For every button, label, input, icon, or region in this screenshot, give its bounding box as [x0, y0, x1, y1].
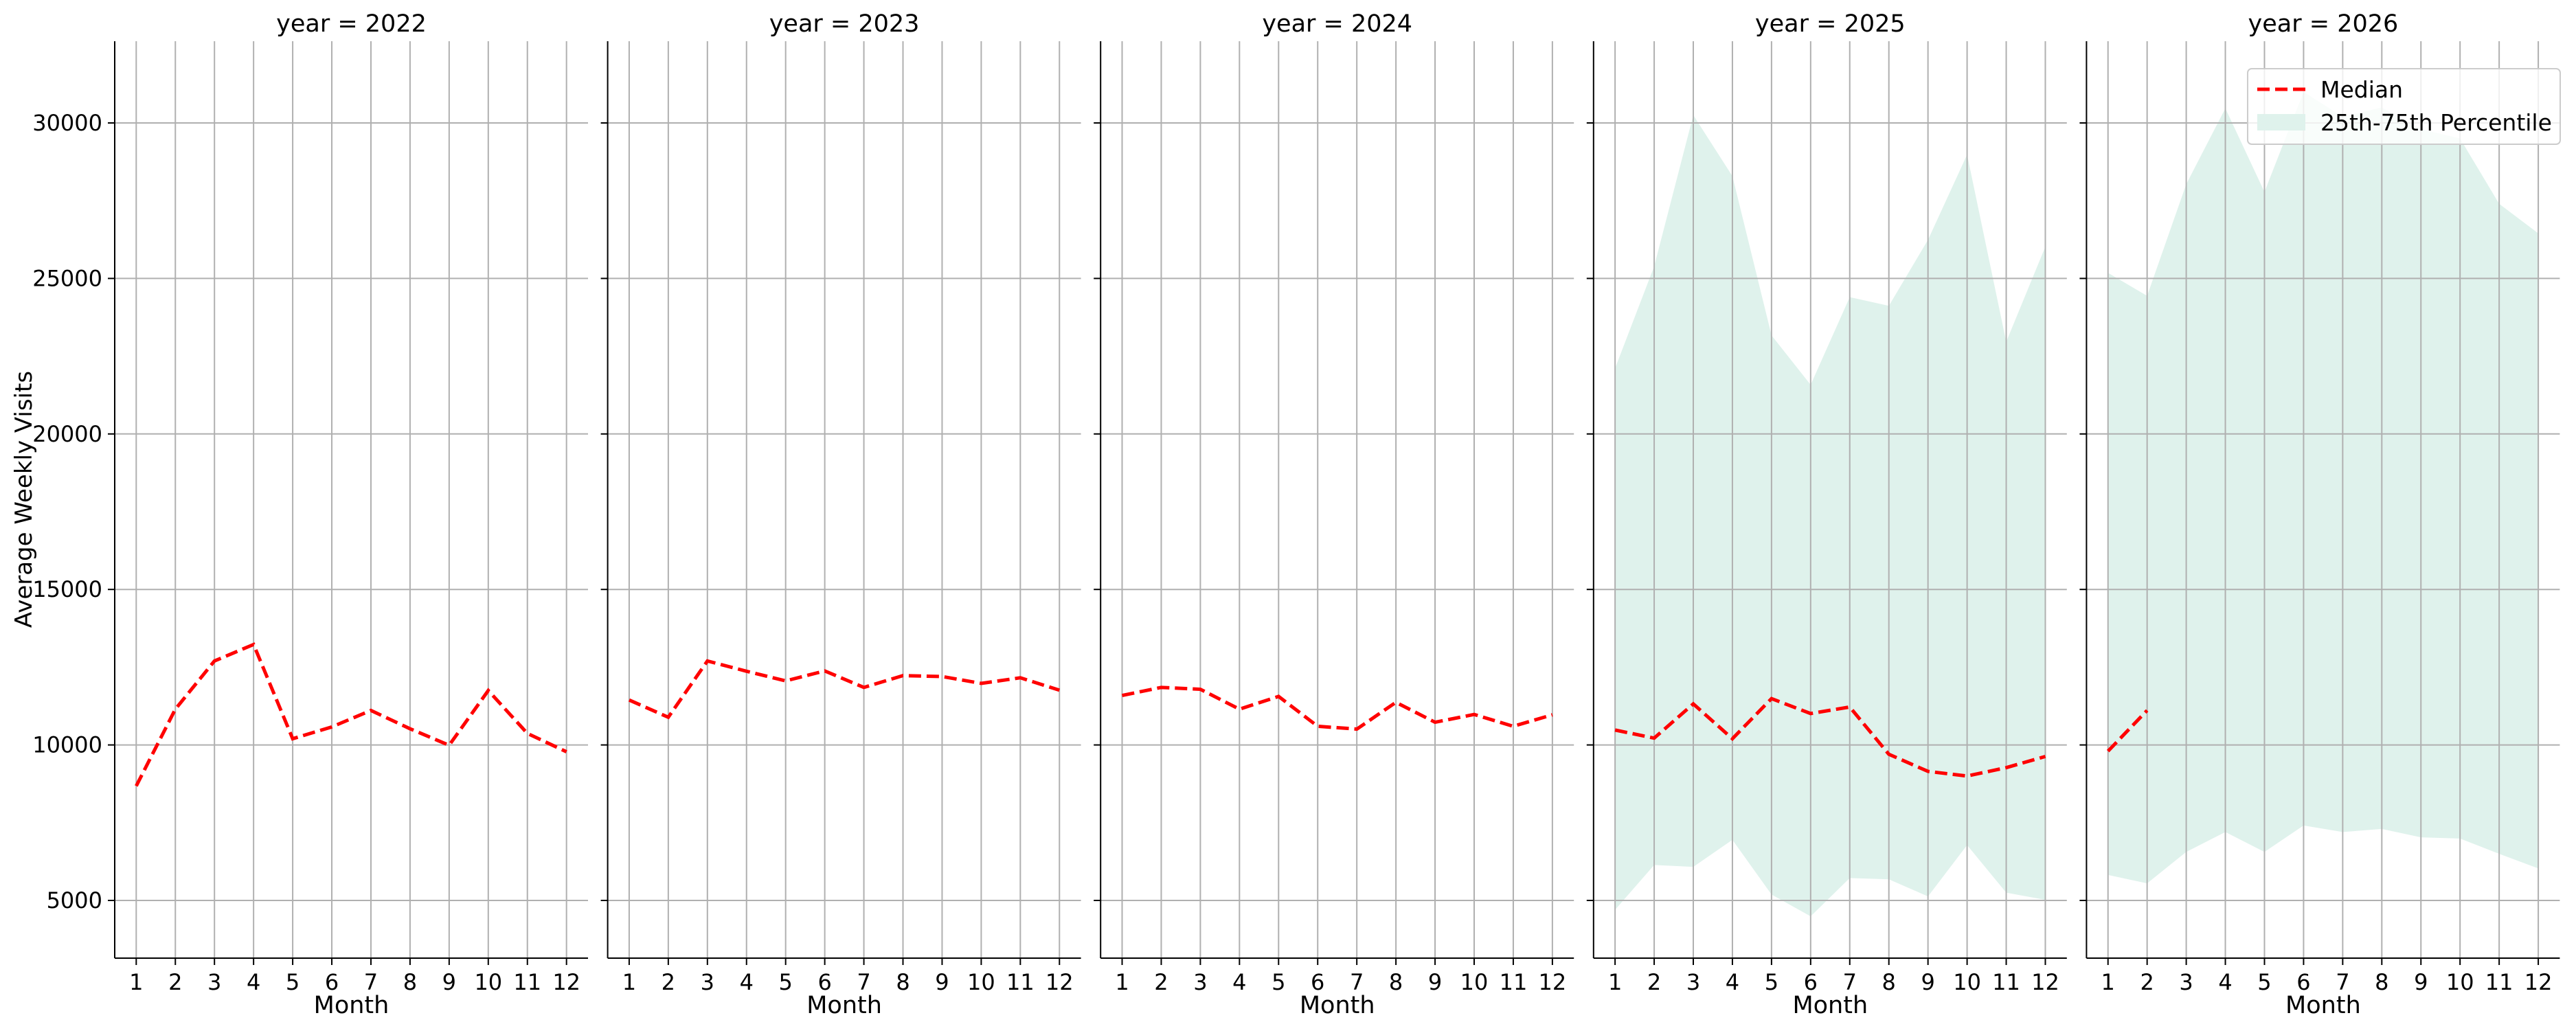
x-axis-label: Month — [2285, 992, 2361, 1019]
x-tick-label: 4 — [247, 969, 260, 995]
x-tick-label: 3 — [1193, 969, 1207, 995]
y-tick-label: 25000 — [32, 265, 102, 291]
median-line — [1614, 696, 2046, 778]
x-tick-label: 1 — [129, 969, 143, 995]
x-tick-label: 3 — [701, 969, 714, 995]
x-tick-label: 9 — [1921, 969, 1934, 995]
legend-box — [2247, 68, 2561, 145]
x-tick-label: 4 — [740, 969, 754, 995]
panel-title: year = 2025 — [1755, 10, 1906, 38]
x-tick-label: 9 — [2414, 969, 2428, 995]
x-tick-label: 2 — [662, 969, 675, 995]
panel-2022: 1 2 3 4 5 6 7 8 9 10 11 125000100001500020000250003… — [32, 10, 588, 1019]
panel-title: year = 2022 — [276, 10, 427, 38]
x-tick-label: 7 — [2336, 969, 2349, 995]
x-tick-label: 3 — [1686, 969, 1700, 995]
legend-median-label: Median — [2320, 76, 2403, 103]
y-tick-label: 30000 — [32, 110, 102, 136]
panel-title: year = 2024 — [1262, 10, 1412, 38]
x-tick-label: 6 — [1804, 969, 1818, 995]
x-tick-label: 10 — [474, 969, 502, 995]
x-tick-label: 4 — [1726, 969, 1739, 995]
x-tick-label: 8 — [1389, 969, 1403, 995]
y-tick-label: 20000 — [32, 421, 102, 447]
median-line — [628, 659, 1061, 720]
x-tick-label: 2 — [168, 969, 182, 995]
y-tick-label: 15000 — [32, 576, 102, 602]
legend-band-label: 25th-75th Percentile — [2320, 109, 2552, 136]
x-tick-label: 12 — [1046, 969, 1074, 995]
x-tick-label: 12 — [1539, 969, 1567, 995]
x-tick-label: 8 — [2375, 969, 2388, 995]
x-axis-label: Month — [1792, 992, 1868, 1019]
x-tick-label: 2 — [1154, 969, 1168, 995]
x-tick-label: 1 — [1608, 969, 1622, 995]
panel-title: year = 2023 — [769, 10, 920, 38]
x-tick-label: 3 — [2179, 969, 2193, 995]
x-tick-label: 1 — [1115, 969, 1129, 995]
x-tick-label: 6 — [2296, 969, 2310, 995]
x-tick-label: 11 — [1006, 969, 1035, 995]
x-tick-label: 5 — [779, 969, 793, 995]
x-tick-label: 10 — [2446, 969, 2474, 995]
x-tick-label: 2 — [2140, 969, 2154, 995]
legend: Median 25th-75th Percentile — [2247, 68, 2561, 145]
percentile-band — [2108, 91, 2539, 884]
x-tick-label: 8 — [896, 969, 909, 995]
x-tick-label: 12 — [552, 969, 580, 995]
x-tick-label: 7 — [857, 969, 870, 995]
x-tick-label: 1 — [622, 969, 636, 995]
x-tick-label: 9 — [1428, 969, 1442, 995]
x-tick-label: 6 — [817, 969, 831, 995]
x-tick-label: 12 — [2031, 969, 2059, 995]
x-tick-label: 5 — [2257, 969, 2271, 995]
x-tick-label: 4 — [2218, 969, 2232, 995]
x-tick-label: 12 — [2524, 969, 2553, 995]
x-tick-label: 3 — [207, 969, 221, 995]
percentile-band — [1615, 115, 2046, 917]
x-tick-label: 10 — [967, 969, 995, 995]
x-tick-label: 9 — [442, 969, 456, 995]
legend-band-swatch — [2257, 114, 2305, 130]
median-line — [1122, 685, 1553, 731]
median-line — [2106, 709, 2149, 753]
x-tick-label: 4 — [1232, 969, 1246, 995]
x-tick-label: 1 — [2101, 969, 2115, 995]
y-tick-label: 5000 — [47, 887, 102, 913]
x-axis-label: Month — [1300, 992, 1375, 1019]
x-tick-label: 7 — [364, 969, 378, 995]
y-tick-label: 10000 — [32, 732, 102, 758]
x-tick-label: 7 — [1350, 969, 1364, 995]
x-tick-label: 5 — [286, 969, 300, 995]
x-tick-label: 11 — [513, 969, 541, 995]
panel-title: year = 2026 — [2248, 10, 2399, 38]
x-tick-label: 9 — [935, 969, 949, 995]
x-tick-label: 6 — [325, 969, 339, 995]
y-axis-label: Average Weekly Visits — [10, 371, 38, 628]
x-tick-label: 11 — [2485, 969, 2513, 995]
x-tick-label: 10 — [1460, 969, 1489, 995]
x-tick-label: 8 — [403, 969, 417, 995]
x-tick-label: 6 — [1311, 969, 1324, 995]
x-tick-label: 11 — [1500, 969, 1528, 995]
x-tick-label: 2 — [1647, 969, 1661, 995]
x-tick-label: 8 — [1882, 969, 1896, 995]
x-tick-label: 7 — [1843, 969, 1857, 995]
x-axis-label: Month — [806, 992, 882, 1019]
x-tick-label: 5 — [1272, 969, 1285, 995]
x-tick-label: 11 — [1992, 969, 2020, 995]
x-tick-label: 5 — [1765, 969, 1778, 995]
median-line — [135, 642, 567, 787]
x-tick-label: 10 — [1953, 969, 1981, 995]
x-axis-label: Month — [314, 992, 389, 1019]
